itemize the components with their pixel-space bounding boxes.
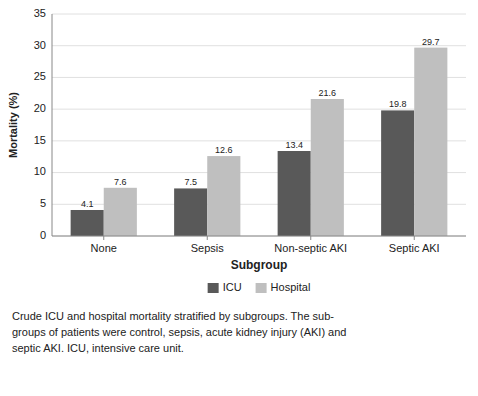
x-axis-label: Subgroup <box>231 258 288 272</box>
caption: septic AKI. ICU, intensive care unit. <box>12 342 184 354</box>
bar <box>414 48 447 236</box>
y-axis-line <box>52 14 53 236</box>
y-tick-label: 30 <box>34 39 46 51</box>
data-label: 4.1 <box>81 199 94 209</box>
data-label: 29.7 <box>422 37 440 47</box>
caption: Crude ICU and hospital mortality stratif… <box>12 310 334 322</box>
x-tick <box>207 236 208 240</box>
bar <box>278 151 311 236</box>
data-label: 7.5 <box>184 177 197 187</box>
data-label: 7.6 <box>114 177 127 187</box>
grid-line <box>52 14 466 15</box>
data-label: 12.6 <box>215 145 233 155</box>
data-labels: 4.1 7.5 13.4 19.8 7.6 12.6 21.6 29.7 <box>81 37 440 209</box>
y-tick-label: 25 <box>34 70 46 82</box>
x-tick <box>310 236 311 240</box>
bar <box>381 110 414 236</box>
x-tick-label: Sepsis <box>191 242 225 254</box>
grid-line <box>52 236 466 237</box>
bar <box>207 156 240 236</box>
chart: 0 5 10 15 20 25 30 35 4.1 7.5 13.4 19.8 7.6 12.6 21.6 2… <box>0 0 478 396</box>
x-tick-label: Septic AKI <box>389 242 440 254</box>
bars <box>71 48 448 236</box>
bar <box>174 188 207 236</box>
chart-container: 0 5 10 15 20 25 30 35 4.1 7.5 13.4 19.8 7.6 12.6 21.6 2… <box>0 0 478 396</box>
legend-label: Hospital <box>271 281 311 293</box>
bar <box>71 210 104 236</box>
grid-line <box>52 45 466 46</box>
legend-swatch <box>256 283 267 293</box>
y-axis-label: Mortality (%) <box>7 92 19 158</box>
y-tick-label: 20 <box>34 102 46 114</box>
data-label: 13.4 <box>285 140 303 150</box>
data-label: 21.6 <box>319 88 337 98</box>
legend-label: ICU <box>223 281 242 293</box>
x-tick-label: None <box>91 242 117 254</box>
caption: groups of patients were control, sepsis,… <box>12 326 346 338</box>
y-tick-label: 5 <box>40 197 46 209</box>
bar <box>104 188 137 236</box>
grid <box>52 14 466 236</box>
grid-line <box>52 77 466 78</box>
data-label: 19.8 <box>389 99 407 109</box>
y-tick-label: 10 <box>34 165 46 177</box>
legend-swatch <box>208 283 219 293</box>
legend: ICU Hospital <box>208 281 311 293</box>
y-tick-label: 0 <box>40 229 46 241</box>
x-tick <box>103 236 104 240</box>
y-tick-label: 35 <box>34 7 46 19</box>
x-axis-line <box>52 236 466 237</box>
x-tick <box>414 236 415 240</box>
y-tick-label: 15 <box>34 134 46 146</box>
bar <box>311 99 344 236</box>
x-tick-label: Non-septic AKI <box>274 242 347 254</box>
